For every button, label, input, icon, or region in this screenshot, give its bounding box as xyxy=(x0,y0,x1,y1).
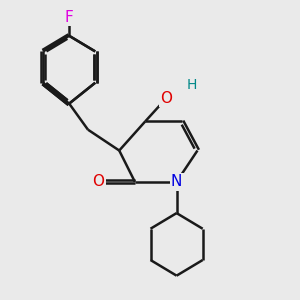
Text: N: N xyxy=(171,174,182,189)
Text: H: H xyxy=(187,78,197,92)
Text: F: F xyxy=(65,10,74,25)
Text: O: O xyxy=(160,91,172,106)
Text: O: O xyxy=(92,174,104,189)
